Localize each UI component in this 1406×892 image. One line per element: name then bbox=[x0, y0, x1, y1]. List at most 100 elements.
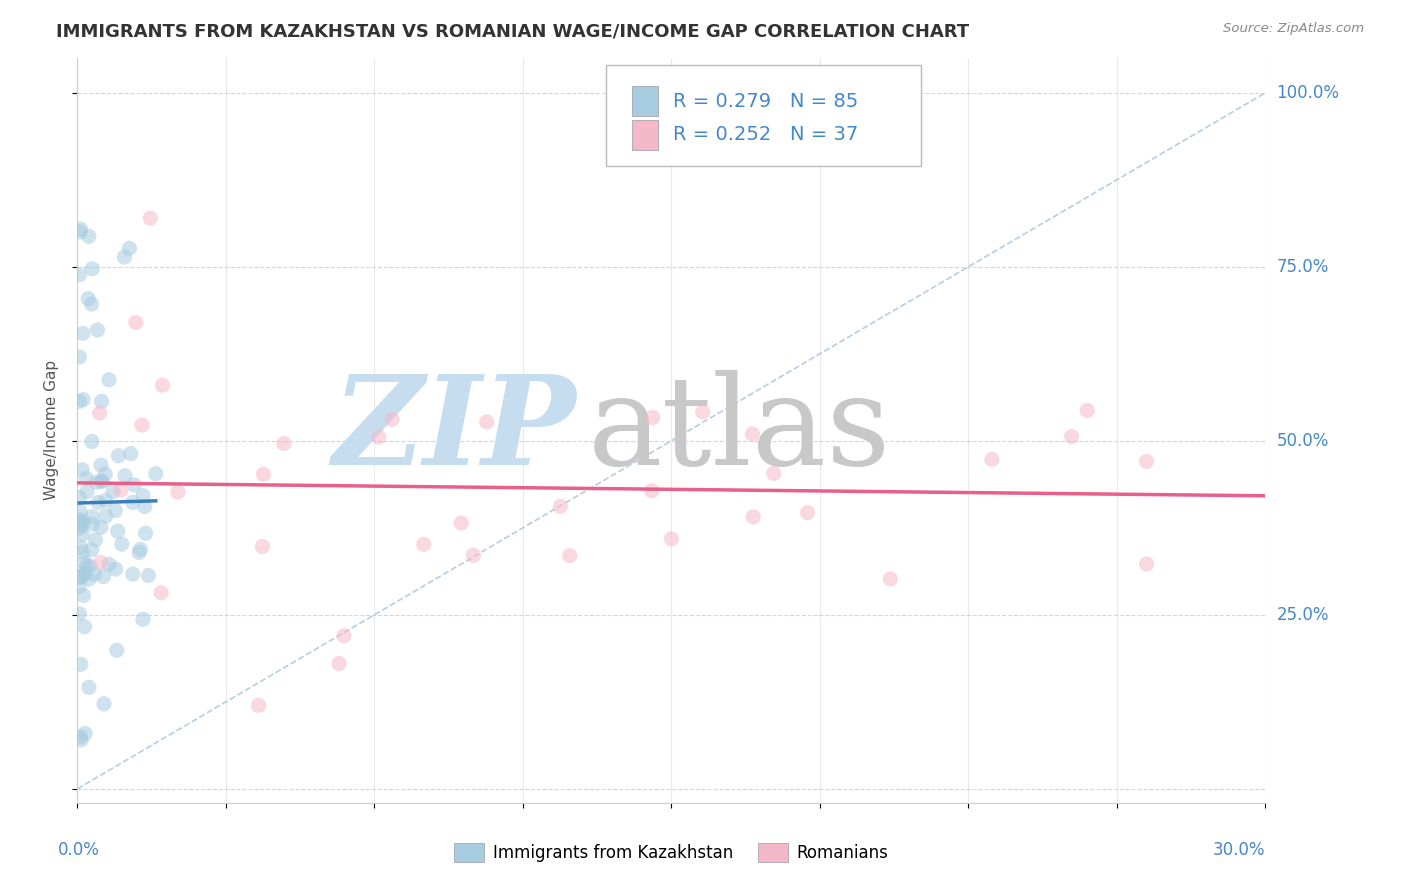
Point bbox=[129, 542, 152, 557]
Point bbox=[73, 620, 96, 634]
Point bbox=[114, 250, 136, 264]
Point bbox=[131, 418, 153, 433]
Point bbox=[90, 520, 112, 534]
FancyBboxPatch shape bbox=[606, 65, 921, 166]
Point bbox=[138, 568, 160, 582]
FancyBboxPatch shape bbox=[633, 87, 658, 116]
Text: 75.0%: 75.0% bbox=[1277, 258, 1329, 276]
Point bbox=[412, 537, 434, 551]
Point bbox=[69, 541, 91, 555]
Point bbox=[333, 629, 356, 643]
Point bbox=[90, 556, 112, 570]
Text: 100.0%: 100.0% bbox=[1277, 84, 1340, 102]
Point bbox=[252, 540, 274, 554]
Point bbox=[86, 475, 108, 490]
Point bbox=[93, 569, 115, 583]
Point bbox=[247, 698, 270, 713]
Point bbox=[122, 477, 145, 491]
Point bbox=[72, 326, 94, 341]
Point bbox=[94, 493, 117, 508]
Point bbox=[76, 558, 98, 573]
Point bbox=[135, 526, 157, 541]
Point bbox=[67, 350, 90, 364]
Point bbox=[101, 484, 124, 499]
Point bbox=[73, 556, 96, 570]
Text: IMMIGRANTS FROM KAZAKHSTAN VS ROMANIAN WAGE/INCOME GAP CORRELATION CHART: IMMIGRANTS FROM KAZAKHSTAN VS ROMANIAN W… bbox=[56, 22, 969, 40]
Point bbox=[69, 518, 91, 533]
Point bbox=[558, 549, 581, 563]
Y-axis label: Wage/Income Gap: Wage/Income Gap bbox=[44, 360, 59, 500]
Point bbox=[273, 436, 295, 450]
Point bbox=[83, 567, 105, 582]
Point bbox=[742, 510, 765, 524]
Text: R = 0.279   N = 85: R = 0.279 N = 85 bbox=[672, 92, 858, 111]
Point bbox=[67, 515, 90, 529]
Point bbox=[94, 467, 117, 482]
Point bbox=[796, 506, 818, 520]
Point bbox=[72, 527, 94, 541]
Point bbox=[328, 657, 350, 671]
Point bbox=[69, 225, 91, 239]
Point bbox=[67, 268, 90, 282]
Point bbox=[1076, 403, 1098, 417]
Point bbox=[72, 589, 94, 603]
Point bbox=[879, 572, 901, 586]
Text: 25.0%: 25.0% bbox=[1277, 606, 1329, 624]
Point bbox=[367, 430, 389, 444]
Point bbox=[90, 474, 112, 488]
Point bbox=[70, 733, 93, 747]
Point bbox=[77, 572, 100, 586]
Text: atlas: atlas bbox=[588, 370, 891, 491]
Point bbox=[463, 549, 485, 563]
Point bbox=[79, 559, 101, 574]
Point bbox=[114, 468, 136, 483]
Point bbox=[110, 483, 132, 498]
Point bbox=[980, 452, 1002, 467]
Point bbox=[72, 516, 94, 530]
Point bbox=[166, 485, 188, 500]
Point bbox=[87, 495, 110, 509]
Point bbox=[150, 586, 173, 600]
Point bbox=[69, 222, 91, 236]
Point bbox=[67, 394, 90, 409]
Point bbox=[98, 558, 121, 572]
Point bbox=[67, 491, 90, 505]
Point bbox=[661, 532, 683, 546]
Point bbox=[67, 513, 90, 527]
Point bbox=[69, 521, 91, 535]
Point bbox=[111, 537, 134, 551]
Point bbox=[77, 229, 100, 244]
Point bbox=[73, 566, 96, 580]
Point bbox=[145, 467, 167, 481]
Point bbox=[692, 405, 714, 419]
Text: 30.0%: 30.0% bbox=[1213, 841, 1265, 859]
FancyBboxPatch shape bbox=[633, 120, 658, 150]
Point bbox=[89, 406, 111, 420]
Point bbox=[72, 514, 94, 528]
Point bbox=[132, 489, 155, 503]
Point bbox=[82, 261, 104, 276]
Point bbox=[107, 524, 129, 538]
Point bbox=[80, 297, 103, 311]
Text: 0.0%: 0.0% bbox=[58, 841, 100, 859]
Point bbox=[121, 495, 143, 509]
Point bbox=[252, 467, 274, 482]
Text: Source: ZipAtlas.com: Source: ZipAtlas.com bbox=[1223, 22, 1364, 36]
Point bbox=[69, 504, 91, 518]
Text: ZIP: ZIP bbox=[333, 369, 576, 491]
Point bbox=[104, 562, 127, 576]
Text: R = 0.252   N = 37: R = 0.252 N = 37 bbox=[672, 125, 858, 145]
Point bbox=[121, 567, 143, 582]
Point bbox=[90, 475, 112, 489]
Point bbox=[77, 681, 100, 695]
Point bbox=[80, 542, 103, 557]
Point bbox=[82, 517, 104, 532]
Point bbox=[134, 500, 156, 514]
Point bbox=[152, 378, 174, 392]
Point bbox=[381, 412, 404, 426]
Point bbox=[762, 467, 785, 481]
Point bbox=[741, 427, 763, 442]
Point bbox=[72, 392, 94, 407]
Point bbox=[90, 394, 112, 409]
Point bbox=[641, 483, 664, 498]
